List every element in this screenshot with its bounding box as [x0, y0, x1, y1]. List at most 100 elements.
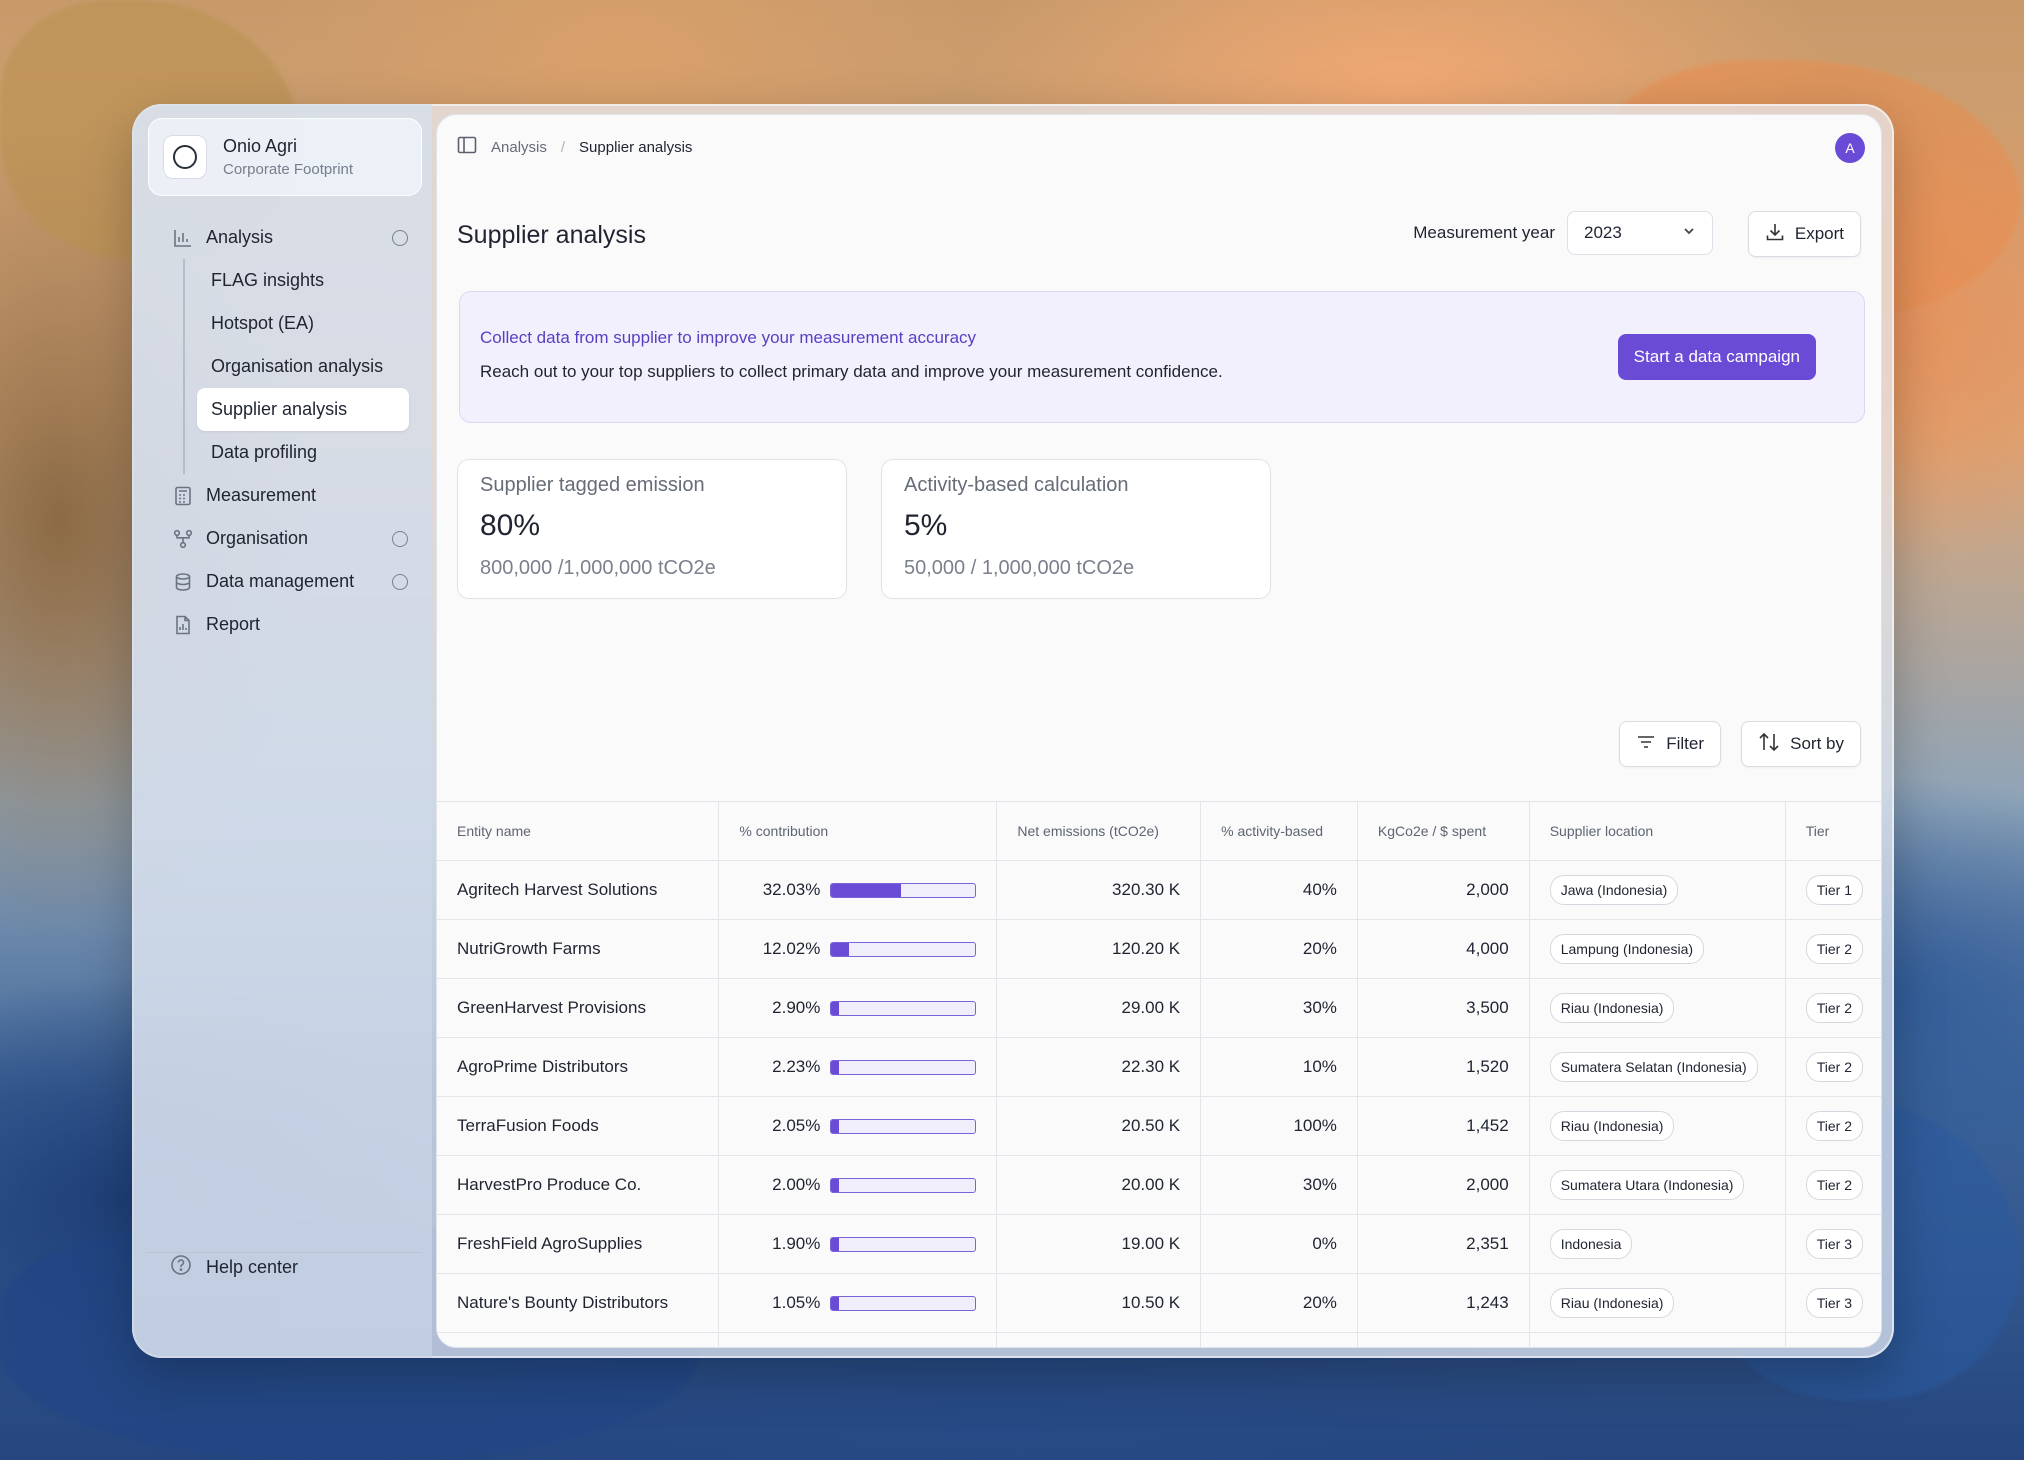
sidebar-item-label: Measurement	[206, 485, 317, 505]
sidebar-item-label: Data management	[206, 571, 355, 591]
org-switcher[interactable]: Onio Agri Corporate Footprint	[148, 118, 422, 196]
location-tag: Sumatera Selatan (Indonesia)	[1549, 1052, 1758, 1082]
table-row[interactable]: AgriFusion Enterprises 0.95% 9.50 K 0% 2…	[437, 1332, 1881, 1348]
help-center-link[interactable]: Help center	[170, 1254, 298, 1281]
tier-cell: Tier 3	[1784, 1273, 1881, 1333]
sort-button[interactable]: Sort by	[1741, 721, 1861, 767]
filter-button[interactable]: Filter	[1619, 721, 1721, 767]
table-row[interactable]: Nature's Bounty Distributors 1.05% 10.50…	[437, 1273, 1881, 1333]
column-header[interactable]: % contribution	[718, 801, 997, 861]
contribution-cell: 2.90%	[718, 978, 997, 1038]
contribution-bar	[830, 1059, 977, 1075]
activity-based: 20%	[1200, 919, 1358, 979]
column-header[interactable]: Net emissions (tCO2e)	[996, 801, 1201, 861]
sidebar-item-organisation-analysis[interactable]: Organisation analysis	[197, 345, 408, 388]
measurement-year: Measurement year 2023	[1413, 211, 1713, 255]
sidebar-item-supplier-analysis[interactable]: Supplier analysis	[197, 388, 409, 431]
status-circle-icon	[392, 229, 408, 246]
breadcrumb: Analysis / Supplier analysis	[457, 135, 692, 159]
table-row[interactable]: AgroPrime Distributors 2.23% 22.30 K 10%…	[437, 1037, 1881, 1097]
table-row[interactable]: HarvestPro Produce Co. 2.00% 20.00 K 30%…	[437, 1155, 1881, 1215]
tier-cell: Tier 2	[1784, 1096, 1881, 1156]
location-cell: Jawa (Indonesia)	[1528, 860, 1786, 920]
table-row[interactable]: GreenHarvest Provisions 2.90% 29.00 K 30…	[437, 978, 1881, 1038]
stat-card-supplier-tagged: Supplier tagged emission 80% 800,000 /1,…	[457, 459, 847, 599]
sidebar-item-organisation[interactable]: Organisation	[172, 517, 408, 560]
contribution-cell: 0.95%	[718, 1332, 997, 1347]
tier-cell: Tier 2	[1784, 1037, 1881, 1097]
contribution-cell: 32.03%	[718, 860, 997, 920]
contribution-bar	[830, 882, 977, 898]
location-tag: Indonesia	[1550, 1347, 1633, 1348]
table-row[interactable]: FreshField AgroSupplies 1.90% 19.00 K 0%…	[437, 1214, 1881, 1274]
contribution-bar-fill	[831, 1237, 839, 1251]
sidebar-item-label: Supplier analysis	[211, 399, 348, 419]
contribution-cell: 2.23%	[718, 1037, 997, 1097]
stat-card-activity-based: Activity-based calculation 5% 50,000 / 1…	[881, 459, 1271, 599]
sidebar-item-report[interactable]: Report	[172, 603, 408, 646]
sidebar-item-label: Organisation	[206, 528, 309, 548]
data-campaign-banner: Collect data from supplier to improve yo…	[459, 291, 1865, 423]
breadcrumb-current: Supplier analysis	[579, 138, 693, 156]
sidebar-item-label: FLAG insights	[211, 270, 325, 290]
tier-cell: Tier 2	[1784, 1155, 1881, 1215]
tier-cell: Tier 3	[1784, 1332, 1881, 1347]
sidebar-item-data-profiling[interactable]: Data profiling	[197, 431, 408, 474]
entity-name: TerraFusion Foods	[437, 1096, 719, 1156]
tier-tag: Tier 2	[1805, 1052, 1863, 1082]
sidebar-toggle-icon[interactable]	[457, 135, 477, 159]
sort-icon	[1758, 732, 1780, 757]
kg-per-dollar: 3,500	[1356, 978, 1530, 1038]
net-emissions: 20.00 K	[996, 1155, 1201, 1215]
stat-label: Supplier tagged emission	[480, 474, 705, 496]
column-header[interactable]: Supplier location	[1528, 801, 1786, 861]
contribution-bar-fill	[831, 883, 901, 897]
contribution-bar	[830, 1000, 977, 1016]
sidebar-item-flag-insights[interactable]: FLAG insights	[197, 259, 408, 302]
kg-per-dollar: 2,000	[1356, 860, 1530, 920]
tier-cell: Tier 2	[1784, 978, 1881, 1038]
database-icon	[172, 571, 194, 593]
help-icon	[170, 1254, 192, 1281]
column-header[interactable]: Entity name	[437, 801, 719, 861]
contribution-bar-fill	[831, 1001, 839, 1015]
table-row[interactable]: TerraFusion Foods 2.05% 20.50 K 100% 1,4…	[437, 1096, 1881, 1156]
tier-tag: Tier 2	[1805, 993, 1863, 1023]
kg-per-dollar: 4,000	[1356, 919, 1530, 979]
column-header[interactable]: Tier	[1784, 801, 1881, 861]
sidebar-item-hotspot[interactable]: Hotspot (EA)	[197, 302, 408, 345]
location-cell: Indonesia	[1528, 1332, 1786, 1348]
contribution-bar	[830, 1295, 977, 1311]
tier-tag: Tier 2	[1805, 1111, 1863, 1141]
net-emissions: 320.30 K	[996, 860, 1201, 920]
contribution-value: 2.23%	[772, 1057, 821, 1076]
tier-tag: Tier 1	[1805, 875, 1863, 905]
contribution-value: 12.02%	[762, 939, 821, 958]
entity-name: Nature's Bounty Distributors	[437, 1273, 719, 1333]
contribution-bar-fill	[831, 1178, 839, 1192]
sidebar-item-analysis[interactable]: Analysis	[172, 216, 408, 259]
tier-cell: Tier 2	[1784, 919, 1881, 979]
column-header[interactable]: % activity-based	[1200, 801, 1358, 861]
contribution-value: 2.00%	[772, 1175, 821, 1194]
avatar[interactable]: A	[1835, 133, 1865, 163]
table-header-row: Entity name % contribution Net emissions…	[437, 801, 1881, 861]
year-select[interactable]: 2023	[1567, 211, 1713, 255]
page-title: Supplier analysis	[457, 221, 646, 249]
net-emissions: 22.30 K	[996, 1037, 1201, 1097]
contribution-value: 2.90%	[772, 998, 821, 1017]
breadcrumb-parent[interactable]: Analysis	[491, 138, 547, 156]
export-button[interactable]: Export	[1747, 211, 1861, 257]
stat-value: 80%	[480, 509, 541, 542]
table-row[interactable]: NutriGrowth Farms 12.02% 120.20 K 20% 4,…	[437, 919, 1881, 979]
start-data-campaign-button[interactable]: Start a data campaign	[1617, 334, 1816, 380]
table-row[interactable]: Agritech Harvest Solutions 32.03% 320.30…	[437, 860, 1881, 920]
activity-based: 0%	[1200, 1332, 1358, 1347]
sidebar-item-measurement[interactable]: Measurement	[172, 474, 408, 517]
net-emissions: 10.50 K	[996, 1273, 1201, 1333]
activity-based: 30%	[1200, 1155, 1358, 1215]
column-header[interactable]: KgCo2e / $ spent	[1356, 801, 1530, 861]
banner-title: Collect data from supplier to improve yo…	[480, 328, 977, 347]
net-emissions: 19.00 K	[996, 1214, 1201, 1274]
sidebar-item-data-management[interactable]: Data management	[172, 560, 408, 603]
